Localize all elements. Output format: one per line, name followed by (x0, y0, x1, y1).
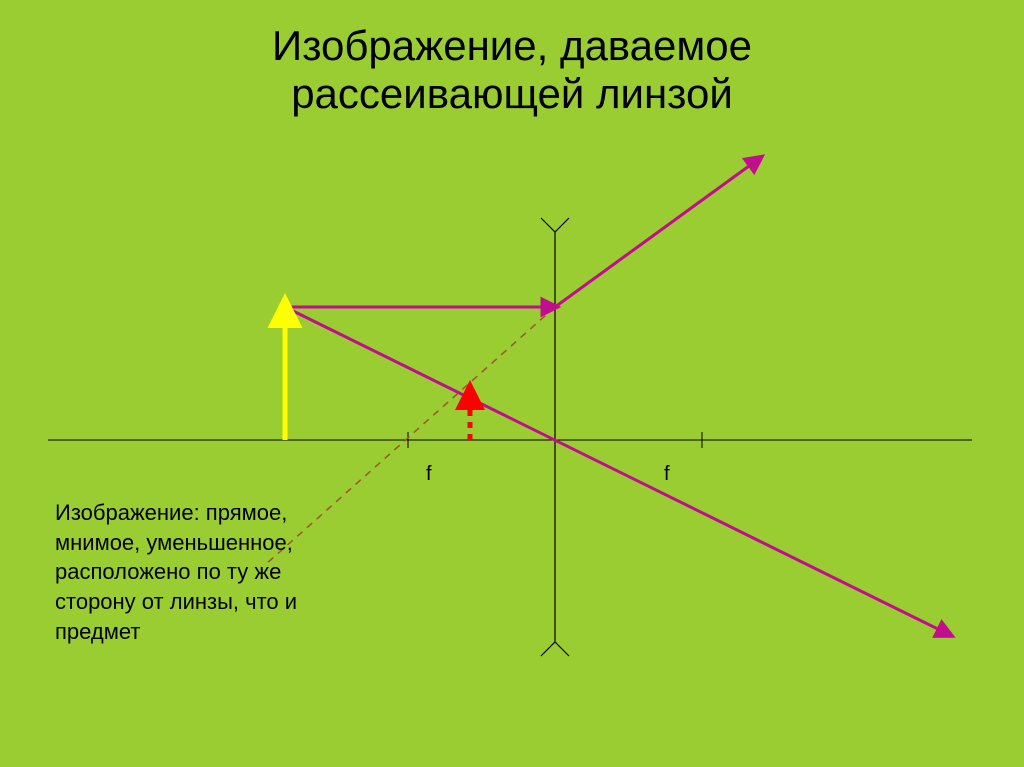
ray-refracted (555, 158, 760, 307)
focal-label-right: f (664, 463, 670, 485)
optics-diagram: f f (0, 0, 1024, 767)
slide: Изображение, даваемое рассеивающей линзо… (0, 0, 1024, 767)
focal-label-left: f (426, 463, 432, 485)
image-caption: Изображение: прямое, мнимое, уменьшенное… (55, 498, 315, 646)
ray-through-center (285, 307, 950, 635)
lens-bottom-v (541, 642, 569, 656)
lens-top-v (541, 218, 569, 232)
